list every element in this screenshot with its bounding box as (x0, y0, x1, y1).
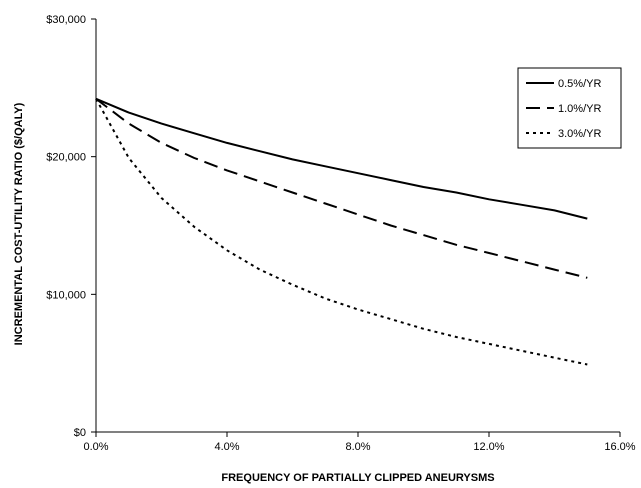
y-tick-label: $0 (74, 427, 86, 439)
y-tick-label: $30,000 (46, 14, 86, 26)
series-line-solid (95, 97, 588, 220)
y-tick-label: $20,000 (46, 152, 86, 164)
x-tick-label: 4.0% (214, 441, 239, 453)
y-tick-label: $10,000 (46, 289, 86, 301)
legend-label: 0.5%/YR (558, 78, 601, 90)
legend: 0.5%/YR 1.0%/YR 3.0%/YR (517, 67, 622, 149)
legend-label: 1.0%/YR (558, 103, 601, 115)
series-layer (95, 97, 588, 366)
x-tick-label: 0.0% (83, 441, 108, 453)
x-tick-label: 16.0% (604, 441, 635, 453)
x-tick-label: 8.0% (345, 441, 370, 453)
series-line-dotted (95, 98, 588, 366)
legend-label: 3.0%/YR (558, 128, 601, 140)
y-axis-title: INCREMENTAL COST-UTILITY RATIO ($/QALY) (13, 102, 25, 345)
series-line-dashed (95, 98, 588, 279)
axes: $0 $10,000 $20,000 $30,000 0.0% 4.0% 8.0% 12.0%… (46, 14, 636, 453)
x-tick-label: 12.0% (473, 441, 504, 453)
x-axis-title: FREQUENCY OF PARTIALLY CLIPPED ANEURYSMS (221, 472, 494, 484)
